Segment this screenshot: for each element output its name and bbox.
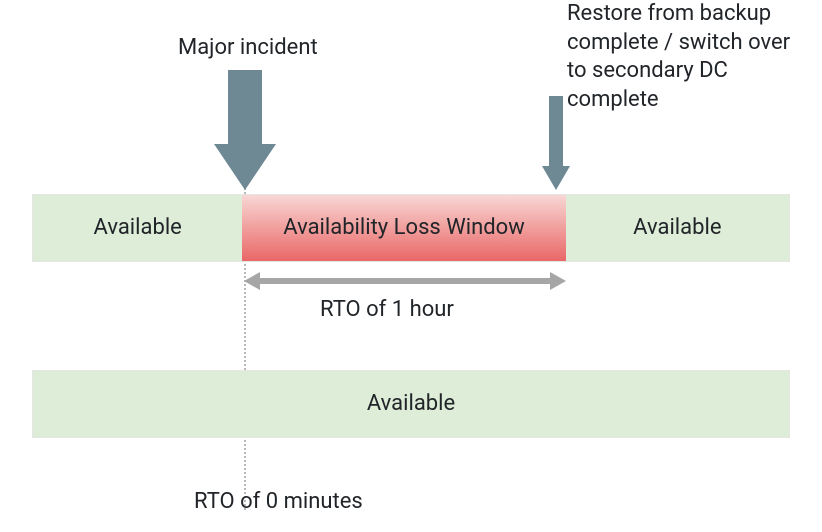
row1-loss-window: Availability Loss Window	[242, 195, 565, 261]
arrow-head-right-icon	[550, 272, 566, 290]
timeline-row-rto-1h: Available Availability Loss Window Avail…	[32, 194, 790, 262]
rto-1h-double-arrow	[244, 272, 566, 290]
row1-available-left: Available	[33, 195, 242, 261]
restore-arrow-icon	[542, 96, 570, 190]
major-incident-arrow-icon	[214, 70, 276, 190]
major-incident-label: Major incident	[178, 34, 318, 63]
rto-arrow-shaft	[258, 278, 552, 284]
row1-available-right: Available	[566, 195, 789, 261]
restore-label: Restore from backup complete / switch ov…	[567, 0, 809, 114]
rto-1h-label: RTO of 1 hour	[320, 296, 454, 325]
rto-0m-label: RTO of 0 minutes	[194, 488, 363, 517]
row2-available: Available	[33, 371, 789, 437]
timeline-row-rto-0m: Available	[32, 370, 790, 438]
